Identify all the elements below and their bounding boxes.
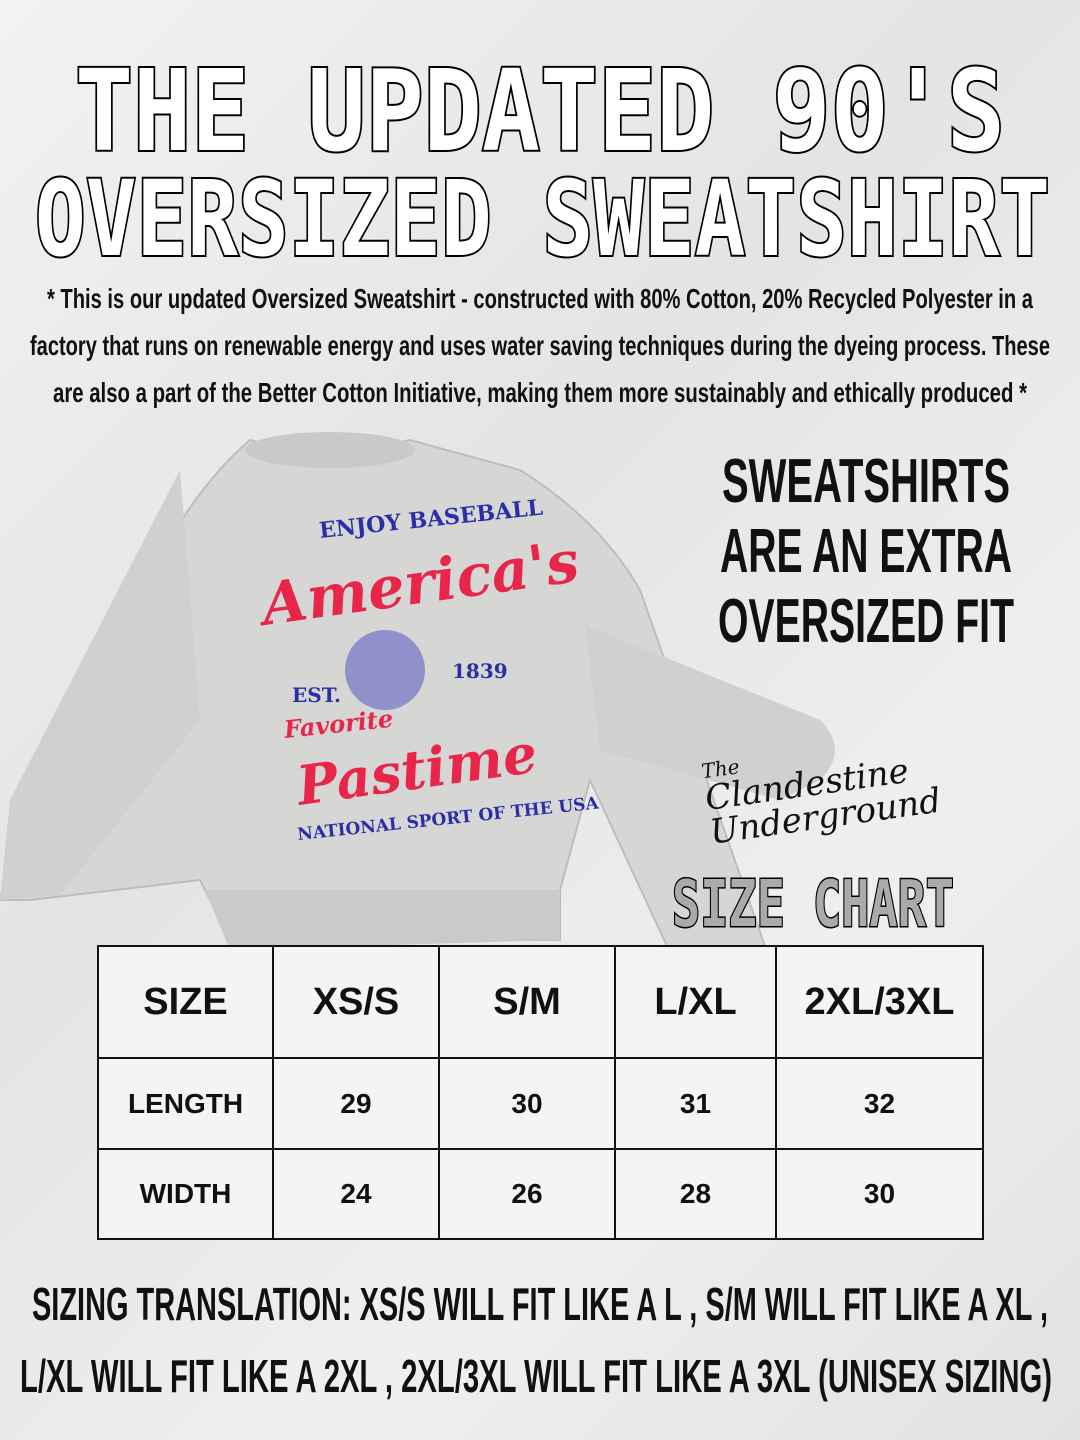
print-year: 1839	[452, 659, 508, 683]
description-line: factory that runs on renewable energy an…	[30, 330, 1050, 361]
table-row: WIDTH 24 26 28 30	[97, 1148, 984, 1240]
translation-line: L/XL WILL FIT LIKE A 2XL , 2XL/3XL WILL …	[20, 1350, 1052, 1402]
sizing-translation: SIZING TRANSLATION: XS/S WILL FIT LIKE A…	[20, 1278, 1052, 1402]
header-cell: 2XL/3XL	[775, 945, 984, 1059]
title-line-1: THE UPDATED 90'S	[75, 47, 1005, 177]
header-cell: SIZE	[97, 945, 274, 1059]
size-chart-heading: SIZE CHART	[671, 867, 956, 943]
title-line-2: OVERSIZED SWEATSHIRT	[35, 158, 1050, 270]
fit-note: SWEATSHIRTS ARE AN EXTRA OVERSIZED FIT	[718, 447, 1014, 656]
header-cell: S/M	[438, 945, 616, 1059]
cell: 30	[775, 1148, 984, 1240]
header-cell: XS/S	[272, 945, 440, 1059]
translation-line: SIZING TRANSLATION: XS/S WILL FIT LIKE A…	[32, 1278, 1048, 1330]
cell: 29	[272, 1057, 440, 1150]
table-row: LENGTH 29 30 31 32	[97, 1057, 984, 1150]
cell: 24	[272, 1148, 440, 1240]
header-cell: L/XL	[614, 945, 777, 1059]
cell: 30	[438, 1057, 616, 1150]
print-est: EST.	[292, 683, 341, 707]
fit-note-line: ARE AN EXTRA	[720, 517, 1012, 586]
fit-note-line: OVERSIZED FIT	[718, 587, 1014, 656]
cell: 26	[438, 1148, 616, 1240]
cell: 31	[614, 1057, 777, 1150]
description-line: * This is our updated Oversized Sweatshi…	[47, 283, 1033, 314]
baseball-mascot	[345, 630, 425, 710]
description-line: are also a part of the Better Cotton Ini…	[53, 377, 1027, 408]
description: * This is our updated Oversized Sweatshi…	[30, 283, 1050, 408]
fit-note-line: SWEATSHIRTS	[722, 447, 1010, 516]
cell: 32	[775, 1057, 984, 1150]
row-label: LENGTH	[97, 1057, 274, 1150]
sweatshirt-image: ENJOY BASEBALL America's EST. 1839 Favor…	[0, 432, 835, 960]
table-header-row: SIZE XS/S S/M L/XL 2XL/3XL	[97, 945, 984, 1059]
row-label: WIDTH	[97, 1148, 274, 1240]
title: THE UPDATED 90'S OVERSIZED SWEATSHIRT	[33, 45, 1052, 270]
size-table: SIZE XS/S S/M L/XL 2XL/3XL LENGTH 29 30 …	[97, 945, 984, 1240]
size-chart-title: SIZE CHART	[672, 868, 954, 942]
cell: 28	[614, 1148, 777, 1240]
